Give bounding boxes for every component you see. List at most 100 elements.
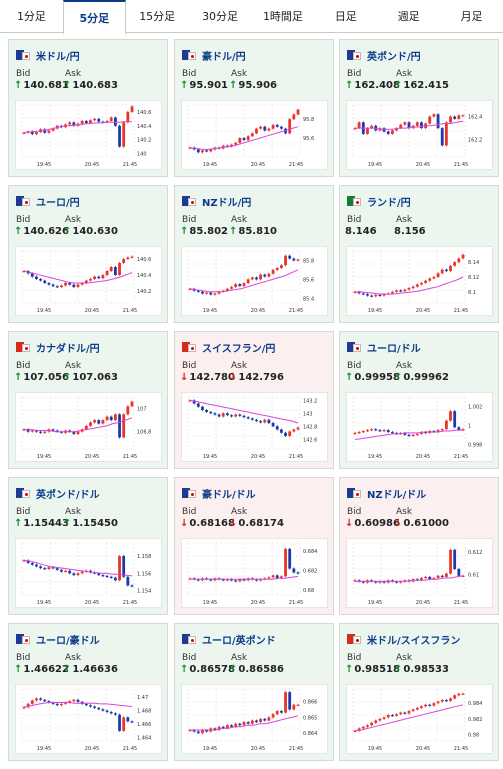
tab-2[interactable]: 15分足 xyxy=(139,10,176,23)
mini-candlestick-chart[interactable]: 107 106.8 19:45 20:45 21:45 xyxy=(15,392,162,462)
candle-body xyxy=(105,416,109,421)
currency-flag-icon xyxy=(16,196,30,206)
candle-body xyxy=(51,567,55,569)
currency-pair-link[interactable]: NZドル/ドル xyxy=(367,489,427,501)
currency-pair-link[interactable]: 英ポンド/円 xyxy=(367,51,421,63)
candle-body xyxy=(246,279,250,284)
rate-card[interactable]: NZドル/ドル Bid Ask ↓0.60986 ↓0.61000 0.612 0.61 19… xyxy=(339,477,499,615)
card-header: ユーロ/ドル xyxy=(347,340,421,355)
candle-body xyxy=(267,717,271,721)
rate-card[interactable]: ユーロ/ドル Bid Ask ↑0.99958 ↑0.99962 1.002 1 0.998 1… xyxy=(339,331,499,469)
tab-0[interactable]: 1分足 xyxy=(16,10,46,23)
tab-7[interactable]: 月足 xyxy=(460,10,483,23)
rate-card[interactable]: ランド/円 Bid Ask 8.146 8.156 8.14 8.12 8.1 19:45 20:… xyxy=(339,185,499,323)
candle-body xyxy=(101,420,105,424)
x-tick-label: 20:45 xyxy=(416,454,430,460)
currency-pair-link[interactable]: スイスフラン/円 xyxy=(202,343,276,355)
candle-body xyxy=(64,283,67,286)
candle-body xyxy=(43,431,47,433)
currency-pair-link[interactable]: ユーロ/豪ドル xyxy=(36,635,100,647)
tab-1[interactable]: 5分足 xyxy=(62,0,126,34)
bid-value: ↑0.86578 xyxy=(180,664,235,675)
candle-body xyxy=(30,430,34,432)
mini-candlestick-chart[interactable]: 95.8 95.6 19:45 20:45 21:45 xyxy=(181,100,328,170)
bid-price: 0.98518 xyxy=(354,664,400,675)
candle-body xyxy=(436,701,440,704)
rate-card[interactable]: カナダドル/円 Bid Ask ↑107.056 ↑107.063 107 106.8 19:… xyxy=(8,331,168,469)
up-arrow-icon: ↑ xyxy=(345,664,354,675)
tab-5[interactable]: 日足 xyxy=(334,10,357,23)
mini-candlestick-chart[interactable]: 1.158 1.156 1.154 19:45 20:45 21:45 xyxy=(15,538,162,608)
rate-card[interactable]: 豪ドル/ドル Bid Ask ↓0.68168 ↓0.68174 0.684 0.682 0.… xyxy=(174,477,334,615)
currency-pair-link[interactable]: NZドル/円 xyxy=(202,197,252,209)
candle-body xyxy=(267,419,271,423)
bid-price: 85.802 xyxy=(189,226,228,237)
rate-card[interactable]: NZドル/円 Bid Ask ↑85.802 ↑85.810 85.8 85.6 85.4 19… xyxy=(174,185,334,323)
tab-6[interactable]: 週足 xyxy=(397,10,420,23)
mini-candlestick-chart[interactable]: 8.14 8.12 8.1 19:45 20:45 21:45 xyxy=(346,246,493,316)
candle-body xyxy=(390,291,394,294)
candle-body xyxy=(221,579,225,581)
tab-4[interactable]: 1時間足 xyxy=(262,10,303,23)
rate-card[interactable]: 英ポンド/ドル Bid Ask ↑1.15443 ↑1.15450 1.158 1.156 1… xyxy=(8,477,168,615)
rate-card[interactable]: 米ドル/円 Bid Ask ↑140.681 ↑140.683 140.6 140.4 140… xyxy=(8,39,168,177)
bid-label: Bid xyxy=(182,361,197,371)
currency-pair-link[interactable]: 豪ドル/ドル xyxy=(202,489,256,501)
rate-card[interactable]: ユーロ/英ポンド Bid Ask ↑0.86578 ↑0.86586 0.866 0.865… xyxy=(174,623,334,761)
candle-body xyxy=(242,722,246,726)
rate-card[interactable]: 豪ドル/円 Bid Ask ↑95.901 ↑95.906 95.8 95.6 19:45 20… xyxy=(174,39,334,177)
mini-candlestick-chart[interactable]: 140.6 140.4 140.2 19:45 20:45 21:45 xyxy=(15,246,162,316)
candle-body xyxy=(415,284,419,287)
mini-candlestick-chart[interactable]: 0.684 0.682 0.68 19:45 20:45 21:45 xyxy=(181,538,328,608)
candle-body xyxy=(22,132,26,134)
rate-card[interactable]: ユーロ/豪ドル Bid Ask ↑1.46622 ↑1.46636 1.47 1.468 1.… xyxy=(8,623,168,761)
mini-candlestick-chart[interactable]: 162.4 162.2 19:45 20:45 21:45 xyxy=(346,100,493,170)
ask-label: Ask xyxy=(65,69,82,79)
candle-body xyxy=(267,577,271,579)
candle-body xyxy=(47,130,51,133)
currency-flag-icon xyxy=(16,50,30,60)
currency-pair-link[interactable]: 英ポンド/ドル xyxy=(36,489,100,501)
bid-label: Bid xyxy=(347,215,362,225)
rate-card[interactable]: ユーロ/円 Bid Ask ↑140.626 ↑140.630 140.6 140.4 140… xyxy=(8,185,168,323)
tab-3[interactable]: 30分足 xyxy=(202,10,239,23)
candle-body xyxy=(399,290,403,292)
candle-body xyxy=(279,126,283,129)
candle-body xyxy=(440,128,444,146)
mini-candlestick-chart[interactable]: 1.002 1 0.998 19:45 20:45 21:45 xyxy=(346,392,493,462)
candle-body xyxy=(230,579,233,581)
rate-card[interactable]: 米ドル/スイスフラン Bid Ask ↑0.98518 ↑0.98533 0.984 0.9… xyxy=(339,623,499,761)
mini-candlestick-chart[interactable]: 0.984 0.982 0.98 19:45 20:45 21:45 xyxy=(346,684,493,754)
candle-body xyxy=(234,580,238,582)
candle-body xyxy=(188,729,192,732)
currency-pair-link[interactable]: 米ドル/スイスフラン xyxy=(367,635,461,647)
mini-candlestick-chart[interactable]: 140.6 140.4 140.2 140 19:45 20:45 21:45 xyxy=(15,100,162,170)
currency-pair-link[interactable]: ランド/円 xyxy=(367,197,411,209)
currency-pair-link[interactable]: ユーロ/円 xyxy=(36,197,80,209)
mini-candlestick-chart[interactable]: 1.47 1.468 1.466 1.464 19:45 20:45 21:45 xyxy=(15,684,162,754)
candle-body xyxy=(238,723,242,726)
bid-price: 95.901 xyxy=(189,80,228,91)
candle-body xyxy=(72,699,76,702)
currency-pair-link[interactable]: ユーロ/英ポンド xyxy=(202,635,276,647)
mini-candlestick-chart[interactable]: 0.866 0.865 0.864 19:45 20:45 21:45 xyxy=(181,684,328,754)
candle-body xyxy=(403,289,407,292)
up-arrow-icon: ↑ xyxy=(345,372,354,383)
mini-candlestick-chart[interactable]: 0.612 0.61 19:45 20:45 21:45 xyxy=(346,538,493,608)
card-header: スイスフラン/円 xyxy=(182,340,276,355)
candle-body xyxy=(395,581,398,583)
candle-body xyxy=(449,265,452,272)
rate-card[interactable]: スイスフラン/円 Bid Ask ↓142.780 ↓142.796 143.2 143 14… xyxy=(174,331,334,469)
candle-body xyxy=(370,429,374,431)
currency-pair-link[interactable]: カナダドル/円 xyxy=(36,343,100,355)
currency-pair-link[interactable]: ユーロ/ドル xyxy=(367,343,421,355)
candle-body xyxy=(449,549,452,574)
candle-body xyxy=(428,278,432,281)
bid-value: ↑1.46622 xyxy=(14,664,69,675)
mini-candlestick-chart[interactable]: 85.8 85.6 85.4 19:45 20:45 21:45 xyxy=(181,246,328,316)
currency-pair-link[interactable]: 米ドル/円 xyxy=(36,51,80,63)
mini-candlestick-chart[interactable]: 143.2 143 142.8 142.6 19:45 20:45 21:45 xyxy=(181,392,328,462)
rate-card[interactable]: 英ポンド/円 Bid Ask ↑162.408 ↑162.415 162.4 162.2 19… xyxy=(339,39,499,177)
currency-flag-icon xyxy=(16,634,30,644)
currency-pair-link[interactable]: 豪ドル/円 xyxy=(202,51,246,63)
